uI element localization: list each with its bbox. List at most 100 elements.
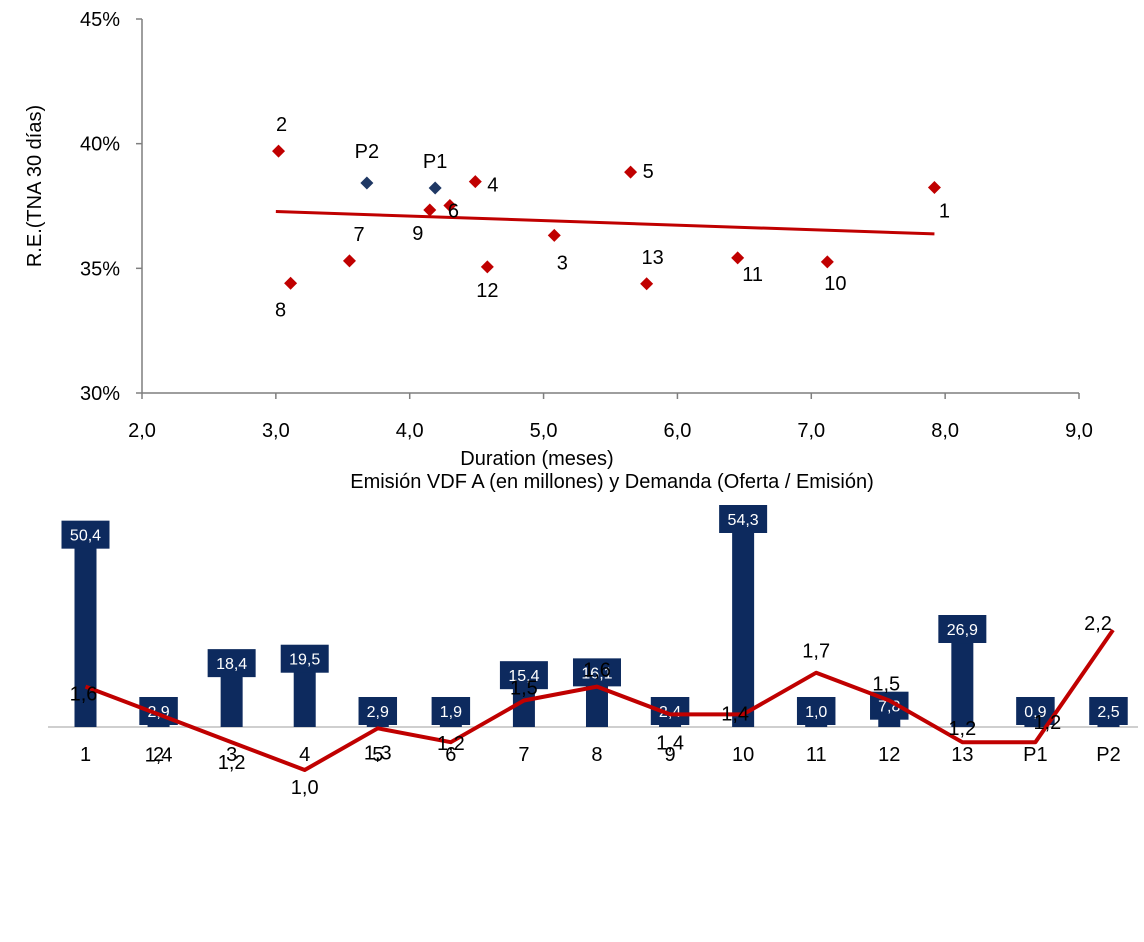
x-tick-label: 9,0 [1065,420,1093,442]
bar [732,509,755,727]
demand-value-label: 1,6 [583,660,611,682]
scatter-point [443,199,457,213]
scatter-point [820,255,834,269]
trend-line [275,209,935,236]
category-label: 13 [951,744,973,766]
y-tick-label: 40% [80,134,120,156]
point-label: 13 [642,247,664,269]
point-label: 7 [353,224,364,246]
scatter-point [547,228,561,242]
category-label: 6 [445,744,456,766]
x-tick-label: 4,0 [396,420,424,442]
bar-value-box [938,615,987,644]
category-label: 1 [80,744,91,766]
demand-value-label: 1,5 [872,674,900,696]
demand-value-label: 1,6 [70,684,98,706]
bar-value-label: 18,4 [216,656,247,673]
point-label: 5 [643,161,654,183]
bar-value-label: 0,9 [1024,704,1046,721]
x-tick-label: 2,0 [128,420,156,442]
demand-value-label: 1,2 [1034,712,1062,734]
bar-value-label: 19,5 [289,652,320,669]
bar-value-box [1089,697,1128,725]
scatter-point [640,277,654,291]
scatter-point [428,181,442,195]
x-tick-label: 5,0 [530,420,558,442]
bar [74,524,97,727]
category-labels: 1 2 3 4 5 6 7 8 9 10 11 12 13 P1 P2 [80,744,1121,766]
bar-chart-title: Emisión VDF A (en millones) y Demanda (O… [350,471,874,493]
x-axis-label: Duration (meses) [460,448,613,470]
bar-value-label: 26,9 [947,622,978,639]
x-tick-label: 3,0 [262,420,290,442]
bar [951,619,974,727]
y-axis-label: R.E.(TNA 30 días) [24,105,46,267]
demand-value-label: 1,3 [364,742,392,764]
category-label: P2 [1096,744,1120,766]
demand-value-label: 1,7 [802,641,830,663]
bar-line-chart: Emisión VDF A (en millones) y Demanda (O… [48,471,1138,799]
bar-value-box [719,505,768,533]
point-label: 4 [487,175,498,197]
demand-value-label: 1,2 [437,733,465,755]
point-label: P2 [355,141,379,163]
scatter-point [360,176,374,190]
scatter-point [927,181,941,195]
point-label: 12 [476,280,498,302]
category-label: 4 [299,744,310,766]
demand-value-label: 1,2 [218,752,246,774]
bar-value-label: 54,3 [728,512,759,529]
x-tick-label: 7,0 [797,420,825,442]
bar-value-box [207,649,256,678]
demand-labels: 1,6 1,4 1,2 1,0 1,3 1,2 1,5 1,6 1,4 1,4 1,7 1,5 1,2 1… [70,613,1112,799]
scatter-point [731,251,745,265]
demand-value-label: 1,2 [948,718,976,740]
bar-value-box [61,520,110,549]
point-label: 11 [742,264,763,286]
demand-value-label: 1,4 [721,703,749,725]
bar-value-box [796,697,836,725]
point-label: 10 [824,273,846,295]
y-tick-labels: 30% 35% 40% 45% [80,9,142,405]
bar-value-box [499,661,548,690]
category-label: 12 [878,744,900,766]
scatter-point [284,276,298,290]
scatter-point [272,144,286,158]
bars: 50,42,918,4 19,52,9 1,915,4 16,12,454,31,0 7… [61,505,1128,727]
bar-value-label: 1,0 [805,704,827,721]
bar [1024,723,1047,727]
scatter-point [468,175,482,189]
bar-value-label: 2,9 [367,704,389,721]
bar-value-label: 50,4 [70,528,101,545]
demand-line [84,628,1115,772]
point-label: 9 [412,223,423,245]
bar-value-box [572,658,621,687]
bar-value-box [358,697,398,725]
scatter-point [423,203,437,217]
bar-value-label: 16,1 [581,665,612,682]
bar-value-label: 1,9 [440,704,462,721]
category-label: 9 [664,744,675,766]
y-tick-label: 30% [80,383,120,405]
demand-value-label: 1,5 [510,678,538,700]
x-tick-label: 8,0 [931,420,959,442]
bar-value-label: 15,4 [508,668,539,685]
category-label: 10 [732,744,754,766]
category-label: P1 [1023,744,1047,766]
demand-value-label: 1,4 [145,744,173,766]
point-label: 8 [275,299,286,321]
demand-value-label: 1,4 [656,732,684,754]
bar-value-label: 2,5 [1097,704,1119,721]
scatter-chart: 30% 35% 40% 45% 2,0 3,0 4,0 5,0 6,0 7,0 8,0 9,0 R.… [24,9,1093,470]
point-label: P1 [423,151,447,173]
category-label: 7 [518,744,529,766]
point-label: 3 [557,252,568,274]
point-label: 1 [939,201,950,223]
scatter-point [624,165,638,179]
y-tick-label: 45% [80,9,120,31]
x-tick-labels: 2,0 3,0 4,0 5,0 6,0 7,0 8,0 9,0 [128,393,1093,442]
category-label: 8 [591,744,602,766]
demand-value-label: 1,0 [291,777,319,799]
